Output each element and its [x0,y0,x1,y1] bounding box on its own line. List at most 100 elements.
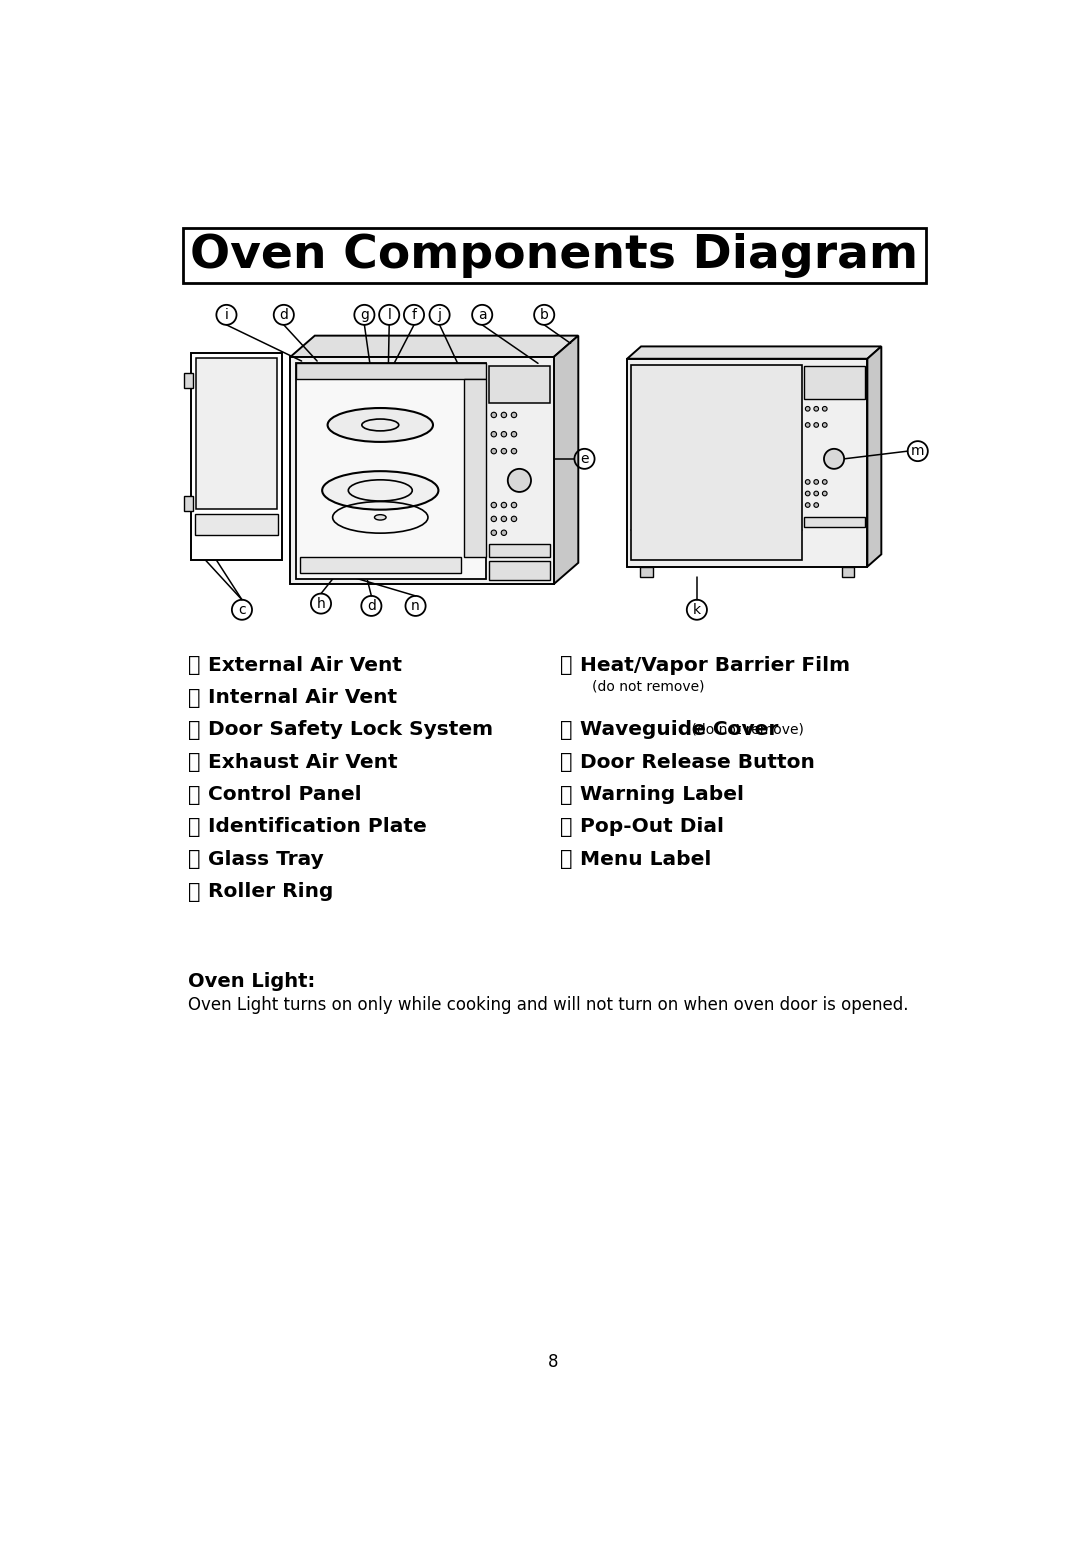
Circle shape [501,531,507,535]
Circle shape [511,432,516,437]
Circle shape [824,449,845,470]
Text: ⓑ: ⓑ [188,687,200,707]
Text: ⓓ: ⓓ [188,753,200,772]
Text: Heat/Vapor Barrier Film: Heat/Vapor Barrier Film [580,656,850,675]
Text: ⓛ: ⓛ [559,784,572,804]
Text: l: l [388,308,391,322]
Circle shape [491,502,497,507]
Text: i: i [225,308,228,322]
Text: e: e [580,452,589,466]
Text: Pop-Out Dial: Pop-Out Dial [580,817,724,836]
Text: c: c [238,603,246,617]
Circle shape [823,423,827,427]
Bar [841,567,854,576]
Text: n: n [411,599,420,613]
Text: ⓝ: ⓝ [559,850,572,869]
Circle shape [814,423,819,427]
Circle shape [806,502,810,507]
Circle shape [823,479,827,484]
Circle shape [491,412,497,418]
Text: Oven Components Diagram: Oven Components Diagram [190,233,918,279]
Circle shape [501,516,507,521]
Text: (do not remove): (do not remove) [592,679,705,693]
Text: Identification Plate: Identification Plate [207,817,427,836]
Circle shape [806,491,810,496]
Bar [197,358,276,509]
Circle shape [501,449,507,454]
Bar [804,366,865,399]
Text: b: b [540,308,549,322]
Text: ⓕ: ⓕ [188,817,200,837]
Circle shape [491,516,497,521]
Text: Oven Light turns on only while cooking and will not turn on when oven door is op: Oven Light turns on only while cooking a… [188,995,908,1014]
Circle shape [806,423,810,427]
Circle shape [806,479,810,484]
Circle shape [806,407,810,412]
Circle shape [511,502,516,507]
Text: j: j [437,308,442,322]
Text: Menu Label: Menu Label [580,850,712,869]
Bar [627,358,867,567]
Text: Glass Tray: Glass Tray [207,850,324,869]
Circle shape [823,407,827,412]
Text: (do not remove): (do not remove) [687,723,804,737]
Text: Warning Label: Warning Label [580,786,744,804]
Circle shape [511,412,516,418]
Bar [489,545,551,557]
Bar [191,354,282,560]
Bar [296,363,486,579]
Polygon shape [627,346,881,358]
Circle shape [511,516,516,521]
Text: ⓘ: ⓘ [559,656,572,675]
Bar [291,357,554,584]
Text: Roller Ring: Roller Ring [207,883,334,901]
Text: Control Panel: Control Panel [207,786,362,804]
Text: 8: 8 [549,1354,558,1371]
Polygon shape [867,346,881,567]
Bar [631,365,801,560]
Bar [489,562,551,581]
Bar [464,379,486,557]
Text: h: h [316,596,325,610]
Circle shape [508,470,531,491]
Ellipse shape [375,515,387,520]
Text: ⓖ: ⓖ [188,850,200,869]
Bar [640,567,652,576]
Circle shape [814,407,819,412]
Bar [300,557,460,573]
Text: a: a [477,308,486,322]
Circle shape [814,502,819,507]
Bar [194,513,279,535]
Text: d: d [367,599,376,613]
Text: External Air Vent: External Air Vent [207,656,402,675]
Text: ⓒ: ⓒ [188,720,200,740]
Circle shape [511,449,516,454]
Bar [804,516,865,527]
Bar [184,496,193,512]
Text: ⓚ: ⓚ [559,753,572,772]
Polygon shape [291,335,578,357]
Text: Internal Air Vent: Internal Air Vent [207,689,397,707]
Bar [184,372,193,388]
Bar [183,228,926,283]
Text: ⓔ: ⓔ [188,784,200,804]
Circle shape [814,479,819,484]
Text: Exhaust Air Vent: Exhaust Air Vent [207,753,397,772]
Text: ⓐ: ⓐ [188,656,200,675]
Circle shape [491,449,497,454]
Text: d: d [280,308,288,322]
Text: f: f [411,308,417,322]
Ellipse shape [327,408,433,441]
Text: ⓜ: ⓜ [559,817,572,837]
Text: ⓗ: ⓗ [188,881,200,901]
Text: m: m [912,444,924,459]
Text: g: g [360,308,369,322]
Text: Oven Light:: Oven Light: [188,972,315,992]
Bar [296,363,486,379]
Text: k: k [692,603,701,617]
Circle shape [823,491,827,496]
Bar [489,366,551,404]
Circle shape [501,412,507,418]
Circle shape [491,531,497,535]
Circle shape [501,502,507,507]
